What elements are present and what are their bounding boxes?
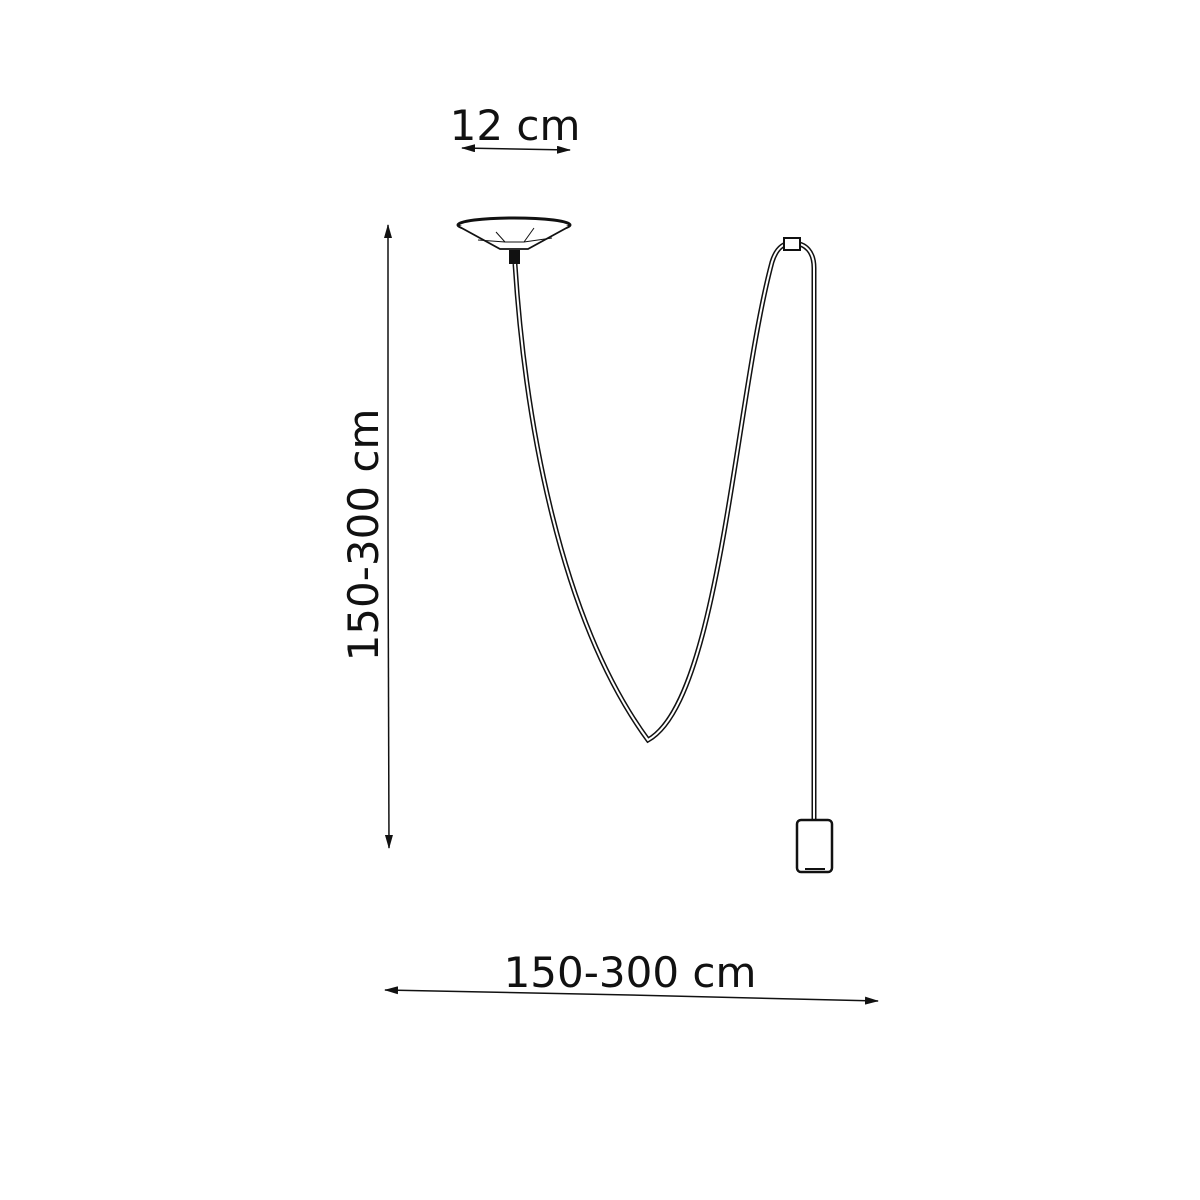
cable bbox=[512, 237, 817, 820]
arrow-down bbox=[384, 534, 393, 849]
canopy-width-dimension: 12 cm bbox=[450, 101, 581, 154]
cable-hook bbox=[783, 237, 801, 251]
height-label: 150-300 cm bbox=[339, 409, 388, 662]
width-label: 150-300 cm bbox=[504, 948, 757, 997]
ceiling-canopy bbox=[456, 216, 572, 264]
width-dimension: 150-300 cm bbox=[384, 948, 879, 1005]
height-dimension: 150-300 cm bbox=[339, 224, 393, 849]
arrow-right bbox=[629, 994, 879, 1005]
arrow-left bbox=[384, 986, 631, 996]
canopy-width-label: 12 cm bbox=[450, 101, 581, 150]
arrow-right bbox=[514, 145, 571, 154]
lamp-socket bbox=[795, 818, 834, 874]
arrow-left bbox=[461, 144, 516, 153]
